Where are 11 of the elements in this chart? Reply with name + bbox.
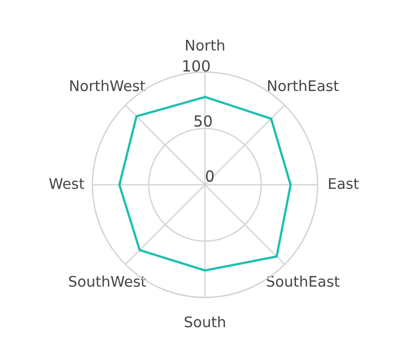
spoke-label: SouthEast [266, 276, 340, 287]
y-tick-label: 0 [206, 170, 214, 182]
spoke-label: NorthWest [70, 80, 146, 92]
spoke-label: East [329, 178, 359, 190]
spoke-label: West [49, 178, 84, 190]
y-tick-label: 50 [194, 115, 212, 127]
y-tick-label: 100 [183, 60, 210, 72]
spoke-label: North [186, 39, 224, 51]
spoke-label: SouthWest [69, 276, 146, 287]
spoke-label: NorthEast [268, 80, 339, 92]
spoke-label: South [184, 316, 225, 328]
